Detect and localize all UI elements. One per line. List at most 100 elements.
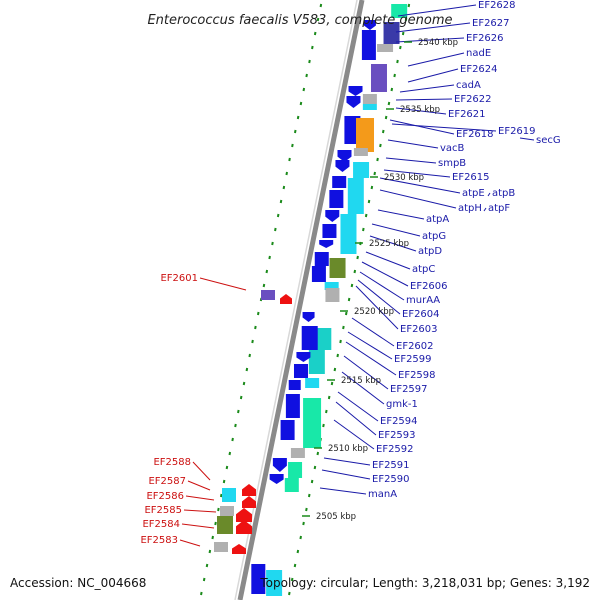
gene-label-red: EF2588 (153, 457, 191, 468)
leader-line (335, 401, 377, 436)
backbone-line (237, 0, 365, 600)
genome-summary-text: Topology: circular; Length: 3,218,031 bp… (259, 576, 590, 590)
gene-label: cadA (456, 80, 481, 91)
gene-block (280, 420, 295, 440)
gene-block (266, 570, 283, 596)
gene-label: EF2627 (472, 18, 510, 29)
track-dot (268, 255, 271, 260)
kbp-label: 2535 kbp (400, 105, 440, 115)
gene-arrow (296, 352, 311, 362)
gene-label: EF2618 (456, 129, 494, 140)
track-dot (217, 507, 220, 512)
gene-arrow-red (232, 544, 246, 554)
leader-line (379, 189, 457, 209)
gene-block (288, 462, 303, 478)
kbp-label: 2525 kbp (369, 239, 409, 249)
track-dot (271, 241, 274, 246)
gene-label: EF2615 (452, 172, 490, 183)
track-dot (347, 297, 351, 302)
leader-line (487, 192, 491, 197)
gene-block (293, 364, 308, 378)
gene-block (391, 4, 408, 18)
label-leader-lines (179, 4, 535, 547)
leader-line (385, 157, 437, 164)
kbp-label: 2505 kbp (316, 512, 356, 522)
track-dot (299, 101, 303, 106)
track-dot (262, 283, 266, 288)
leader-line (355, 285, 399, 330)
gene-arrow (348, 86, 363, 96)
gene-block (285, 394, 300, 418)
leader-line (389, 119, 455, 135)
gene-arrow-red (242, 484, 256, 496)
gene-arrow (272, 458, 287, 472)
track-dot (202, 577, 206, 582)
gene-label-red: EF2586 (146, 491, 184, 502)
track-dot (350, 283, 354, 288)
track-dot (356, 255, 359, 260)
track-dot (322, 423, 325, 428)
leader-line-red (192, 461, 211, 481)
track-dot (311, 45, 314, 50)
gene-block (311, 266, 326, 282)
gene-arrow (346, 96, 361, 108)
gene-label: EF2621 (448, 109, 486, 120)
gene-label: atpE (462, 188, 485, 199)
gene-label-red: EF2584 (142, 519, 180, 530)
kbp-label: 2510 kbp (328, 444, 368, 454)
gene-arrow (269, 474, 284, 484)
leader-line (407, 52, 465, 67)
track-dot (234, 423, 237, 428)
track-dot (290, 577, 294, 582)
track-dot (325, 409, 328, 414)
gene-arrow (302, 312, 315, 322)
leader-line (483, 207, 487, 212)
track-dot (327, 395, 331, 400)
gene-label: EF2628 (478, 0, 516, 11)
gene-label: EF2619 (498, 126, 536, 137)
gene-block (362, 104, 377, 110)
gene-arrow-red (280, 294, 292, 304)
gene-label-red: EF2585 (144, 505, 182, 516)
leader-line (359, 271, 405, 301)
leader-line (377, 209, 425, 220)
track-dot (367, 199, 371, 204)
gene-label: vacB (440, 143, 465, 154)
gene-label: atpG (422, 231, 446, 242)
gene-label: EF2604 (402, 309, 440, 320)
gene-label: EF2602 (396, 341, 434, 352)
leader-line (343, 355, 389, 390)
track-dot (245, 367, 249, 372)
gene-label: atpD (418, 246, 442, 257)
gene-block (353, 162, 370, 178)
gene-track (214, 4, 408, 596)
track-dot (256, 311, 260, 316)
gene-label: EF2603 (400, 324, 438, 335)
leader-line (379, 177, 461, 194)
track-dot (390, 87, 394, 92)
map-title: Enterococcus faecalis V583, complete gen… (147, 13, 452, 28)
gene-block (314, 252, 329, 266)
gene-block-small (222, 488, 236, 502)
gene-block (340, 214, 357, 254)
track-dot (362, 227, 365, 232)
gene-block (353, 148, 368, 156)
kbp-label: 2540 kbp (418, 38, 458, 48)
track-dot (319, 3, 323, 8)
gene-label: EF2592 (376, 444, 414, 455)
gene-label: EF2597 (390, 384, 428, 395)
gene-label: atpC (412, 264, 435, 275)
gene-block (356, 118, 375, 152)
leader-line (321, 469, 371, 480)
gene-block-small (214, 542, 228, 552)
track-dot (310, 479, 314, 484)
gene-label-red: EF2583 (140, 535, 178, 546)
leader-line (519, 137, 535, 141)
leader-line-red (185, 495, 215, 501)
gene-block (383, 22, 400, 44)
gene-label: gmk-1 (386, 399, 418, 410)
track-dot (353, 269, 357, 274)
gene-block (322, 224, 337, 238)
gene-arrow-red (236, 520, 252, 534)
track-dot (396, 59, 399, 64)
